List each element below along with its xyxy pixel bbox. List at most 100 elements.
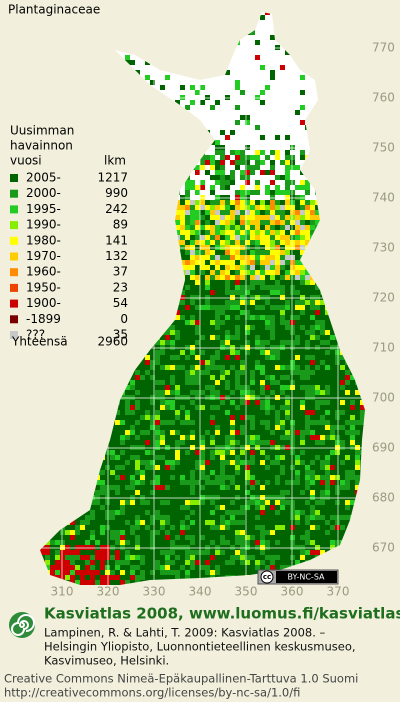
cell xyxy=(190,480,195,485)
cell xyxy=(265,305,270,310)
cell xyxy=(340,190,345,195)
cell xyxy=(135,180,140,185)
cell xyxy=(350,325,355,330)
cell xyxy=(80,450,85,455)
cell xyxy=(230,240,235,245)
cell xyxy=(270,35,275,40)
cell xyxy=(255,395,260,400)
cell xyxy=(285,225,290,230)
cell xyxy=(255,455,260,460)
cell xyxy=(315,340,320,345)
cell xyxy=(80,305,85,310)
cell xyxy=(155,265,160,270)
cell xyxy=(285,260,290,265)
cell xyxy=(85,315,90,320)
cell xyxy=(70,250,75,255)
cell xyxy=(215,305,220,310)
cell xyxy=(165,265,170,270)
cell xyxy=(360,420,365,425)
cell xyxy=(90,475,95,480)
cell xyxy=(100,440,105,445)
cell xyxy=(325,305,330,310)
cell xyxy=(285,390,290,395)
cell xyxy=(90,325,95,330)
cell xyxy=(180,485,185,490)
cell xyxy=(335,355,340,360)
cell xyxy=(340,80,345,85)
cell xyxy=(185,270,190,275)
cell xyxy=(95,260,100,265)
cell xyxy=(105,410,110,415)
cell xyxy=(265,495,270,500)
cell xyxy=(45,355,50,360)
cell xyxy=(145,185,150,190)
cell xyxy=(85,420,90,425)
cell xyxy=(305,190,310,195)
cell xyxy=(145,215,150,220)
cell xyxy=(295,345,300,350)
cell xyxy=(190,415,195,420)
cell xyxy=(330,60,335,65)
cell xyxy=(135,245,140,250)
cell xyxy=(350,455,355,460)
cell xyxy=(220,300,225,305)
cell xyxy=(140,220,145,225)
cell xyxy=(230,455,235,460)
cell xyxy=(120,380,125,385)
cell xyxy=(200,330,205,335)
cell xyxy=(35,455,40,460)
cell xyxy=(365,510,370,515)
cell xyxy=(265,280,270,285)
cell xyxy=(330,455,335,460)
cell xyxy=(145,330,150,335)
cell xyxy=(170,255,175,260)
cell xyxy=(130,265,135,270)
cell xyxy=(285,195,290,200)
cell xyxy=(250,440,255,445)
cell xyxy=(30,355,35,360)
cell xyxy=(110,485,115,490)
cell xyxy=(145,310,150,315)
cell xyxy=(295,235,300,240)
cell xyxy=(190,185,195,190)
cell xyxy=(190,405,195,410)
cell xyxy=(195,490,200,495)
cell xyxy=(105,320,110,325)
cell xyxy=(275,230,280,235)
cell xyxy=(210,515,215,520)
cell xyxy=(145,305,150,310)
cell xyxy=(215,375,220,380)
cell xyxy=(305,475,310,480)
cell xyxy=(210,245,215,250)
cell xyxy=(360,180,365,185)
cell xyxy=(195,395,200,400)
cell xyxy=(290,270,295,275)
cell xyxy=(340,30,345,35)
cell xyxy=(160,290,165,295)
cell xyxy=(75,75,80,80)
cell xyxy=(280,310,285,315)
cell xyxy=(305,335,310,340)
cell xyxy=(245,340,250,345)
cell xyxy=(160,225,165,230)
cell xyxy=(270,270,275,275)
cell xyxy=(225,210,230,215)
cell xyxy=(245,200,250,205)
cell xyxy=(185,350,190,355)
cell xyxy=(300,365,305,370)
cell xyxy=(265,485,270,490)
cell xyxy=(260,255,265,260)
cell xyxy=(125,515,130,520)
cell xyxy=(65,455,70,460)
cell xyxy=(335,450,340,455)
cell xyxy=(260,405,265,410)
cell xyxy=(335,215,340,220)
cell xyxy=(320,320,325,325)
cell xyxy=(305,265,310,270)
cell xyxy=(195,185,200,190)
cell xyxy=(55,405,60,410)
cell xyxy=(275,295,280,300)
cell xyxy=(180,470,185,475)
cell xyxy=(325,315,330,320)
cell xyxy=(205,265,210,270)
